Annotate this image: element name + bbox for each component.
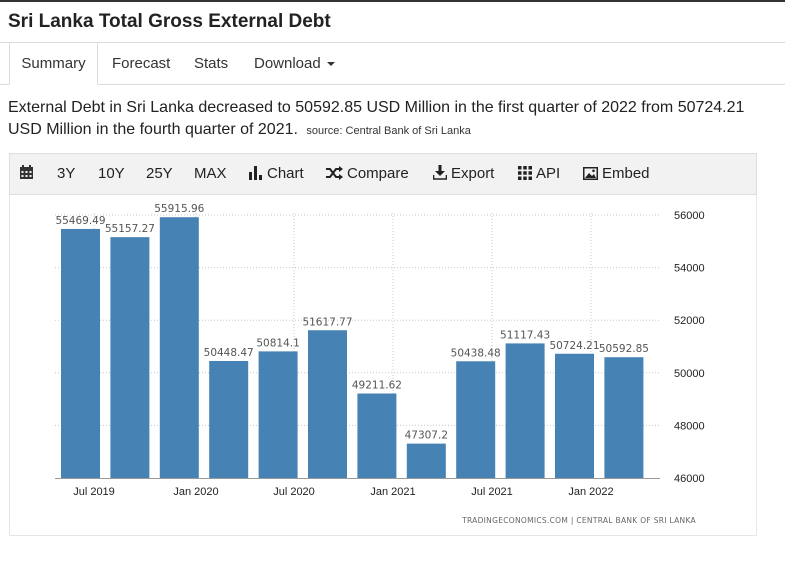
range-10y-button[interactable]: 10Y xyxy=(98,165,125,182)
bar[interactable] xyxy=(604,357,644,478)
range-25y-button[interactable]: 25Y xyxy=(146,165,173,182)
bar-chart: 46000480005000052000540005600055469.4955… xyxy=(55,203,705,525)
y-tick-label: 50000 xyxy=(674,368,705,380)
embed-button[interactable]: Embed xyxy=(583,154,650,194)
grid-icon xyxy=(518,166,532,180)
bar[interactable] xyxy=(110,237,150,478)
bar-value-label: 49211.62 xyxy=(352,380,402,392)
tab-download-label: Download xyxy=(254,55,321,72)
bar[interactable] xyxy=(406,443,446,478)
bar-value-label: 51617.77 xyxy=(302,316,352,328)
bar[interactable] xyxy=(555,353,594,478)
x-tick-label: Jul 2020 xyxy=(273,486,315,498)
tab-summary[interactable]: Summary xyxy=(9,42,98,85)
x-tick-label: Jul 2021 xyxy=(471,486,513,498)
tab-stats[interactable]: Stats xyxy=(194,55,229,72)
tab-forecast[interactable]: Forecast xyxy=(112,55,171,72)
y-tick-label: 48000 xyxy=(674,420,705,432)
x-tick-label: Jul 2019 xyxy=(73,486,115,498)
bar[interactable] xyxy=(159,217,199,478)
bar-value-label: 50592.85 xyxy=(599,343,649,355)
bar-value-label: 51117.43 xyxy=(500,329,550,341)
bar-value-label: 47307.2 xyxy=(405,430,448,442)
page-title: Sri Lanka Total Gross External Debt xyxy=(8,11,331,32)
bar[interactable] xyxy=(505,343,545,478)
y-tick-label: 54000 xyxy=(674,263,705,275)
y-tick-label: 56000 xyxy=(674,210,705,222)
image-icon xyxy=(583,167,598,180)
y-tick-label: 46000 xyxy=(674,473,705,485)
api-button[interactable]: API xyxy=(518,154,560,194)
y-tick-label: 52000 xyxy=(674,315,705,327)
bar[interactable] xyxy=(61,228,100,478)
bar-value-label: 55157.27 xyxy=(105,223,155,235)
bar[interactable] xyxy=(456,361,496,478)
compare-button[interactable]: Compare xyxy=(325,154,409,194)
tabs-bar: Summary Forecast Stats Download xyxy=(0,42,785,85)
chevron-down-icon xyxy=(326,62,335,67)
export-button-label: Export xyxy=(451,165,495,182)
calendar-icon xyxy=(20,165,33,179)
chart-panel: 46000 48000 50000 52000 54000 56000 55469.49 55… xyxy=(9,195,757,536)
description-source: source: Central Bank of Sri Lanka xyxy=(306,125,471,137)
x-tick-label: Jan 2020 xyxy=(173,486,218,498)
description-text: External Debt in Sri Lanka decreased to … xyxy=(8,99,745,138)
range-max-button[interactable]: MAX xyxy=(194,165,227,182)
bar[interactable] xyxy=(357,393,397,478)
bar-value-label: 50438.48 xyxy=(451,347,501,359)
chart-type-button[interactable]: Chart xyxy=(249,154,304,194)
bar-value-label: 55915.96 xyxy=(154,203,204,215)
calendar-button[interactable] xyxy=(19,154,38,194)
bar-value-label: 50814.1 xyxy=(256,337,299,349)
bar-chart-icon xyxy=(249,166,262,180)
bar-value-label: 50724.21 xyxy=(549,340,599,352)
compare-button-label: Compare xyxy=(347,165,409,182)
chart-button-label: Chart xyxy=(267,165,304,182)
x-tick-label: Jan 2021 xyxy=(370,486,415,498)
chart-toolbar: 3Y 10Y 25Y MAX Chart Compare Export API xyxy=(9,153,757,195)
export-button[interactable]: Export xyxy=(432,154,495,194)
chart-credit: TRADINGECONOMICS.COM | CENTRAL BANK OF S… xyxy=(461,516,696,525)
shuffle-icon xyxy=(326,166,343,180)
embed-button-label: Embed xyxy=(602,165,650,182)
tab-download[interactable]: Download xyxy=(254,43,335,85)
bar[interactable] xyxy=(308,330,347,478)
bar[interactable] xyxy=(209,361,249,478)
range-3y-button[interactable]: 3Y xyxy=(57,165,76,182)
description: External Debt in Sri Lanka decreased to … xyxy=(8,97,778,142)
x-tick-label: Jan 2022 xyxy=(568,486,613,498)
bar-value-label: 50448.47 xyxy=(204,347,254,359)
top-rule xyxy=(0,0,785,2)
bar[interactable] xyxy=(258,351,298,478)
bar-value-label: 55469.49 xyxy=(55,215,105,227)
download-icon xyxy=(432,165,448,180)
api-button-label: API xyxy=(536,165,561,182)
